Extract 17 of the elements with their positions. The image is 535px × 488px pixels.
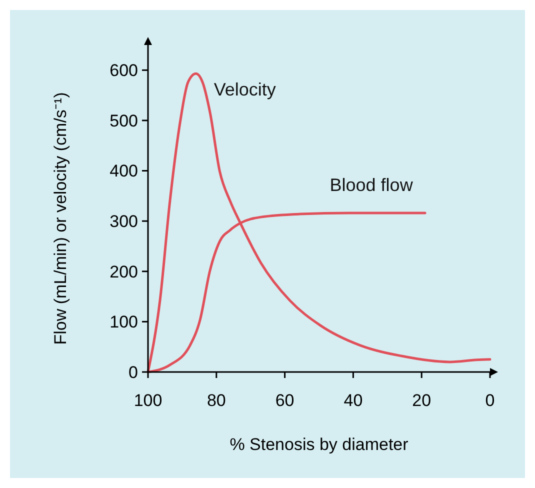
x-tick-label: 0 [485, 391, 495, 410]
y-tick-label: 300 [110, 212, 138, 232]
y-tick-label: 600 [110, 61, 138, 80]
x-tick-label: 60 [275, 391, 294, 410]
x-tick-label: 40 [344, 391, 363, 410]
x-tick-label: 20 [412, 391, 432, 410]
series-label: Velocity [214, 80, 276, 100]
x-tick-label: 100 [134, 391, 162, 410]
x-axis-title: % Stenosis by diameter [230, 435, 409, 454]
y-tick-label: 0 [128, 362, 138, 382]
series-label: Blood flow [330, 175, 414, 196]
y-tick-label: 200 [110, 262, 138, 282]
y-tick-label: 400 [110, 162, 138, 181]
y-tick-label: 100 [110, 312, 138, 332]
x-tick-label: 80 [206, 391, 226, 410]
y-tick-label: 500 [110, 111, 138, 130]
y-axis-title: Flow (mL/min) or velocity (cm/s⁻¹) [51, 92, 70, 345]
